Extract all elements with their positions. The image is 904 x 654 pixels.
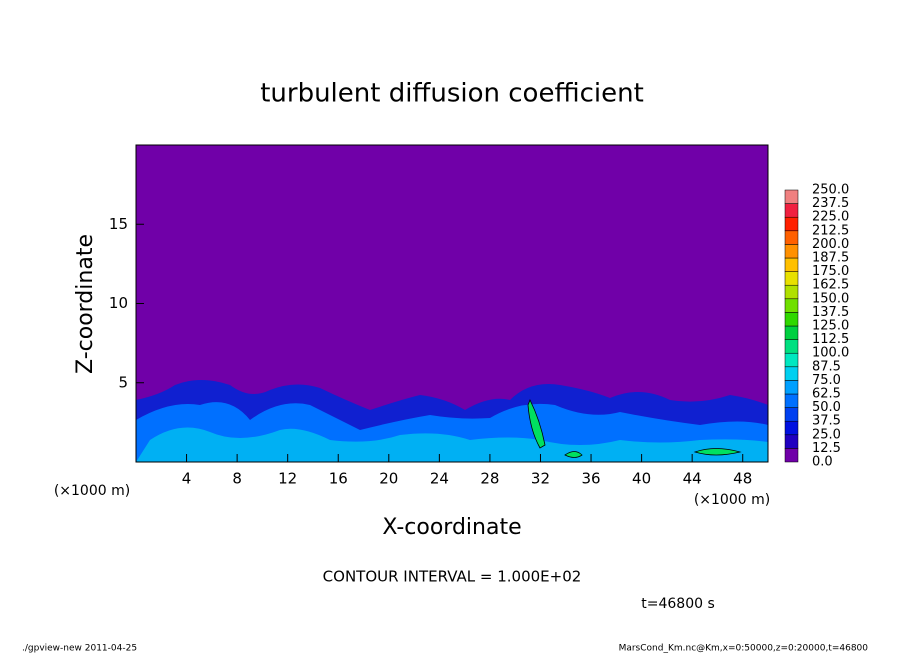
colorbar-label: 175.0: [812, 264, 849, 279]
colorbar-band: [784, 380, 799, 395]
x-tick-label: 44: [683, 470, 702, 488]
colorbar-label: 112.5: [812, 332, 849, 347]
colorbar-label: 237.5: [812, 196, 849, 211]
colorbar-band: [784, 393, 799, 408]
field-texture: [136, 380, 768, 462]
x-unit: (×1000 m): [694, 492, 770, 508]
footer-left: ./gpview-new 2011-04-25: [22, 644, 137, 654]
colorbar-band: [784, 312, 799, 327]
y-tick-label: 15: [109, 215, 128, 233]
footer-right: MarsCond_Km.nc@Km,x=0:50000,z=0:20000,t=…: [619, 644, 869, 654]
colorbar-label: 75.0: [812, 373, 841, 388]
y-unit: (×1000 m): [54, 483, 130, 499]
x-axis-label: X-coordinate: [382, 515, 521, 540]
x-tick-label: 32: [531, 470, 550, 488]
x-tick-label: 28: [480, 470, 499, 488]
x-tick-label: 20: [379, 470, 398, 488]
time-label: t=46800 s: [641, 596, 715, 612]
colorbar-band: [784, 448, 799, 463]
colorbar-band: [784, 189, 799, 204]
x-tick-label: 16: [329, 470, 348, 488]
colorbar-band: [784, 244, 799, 259]
x-tick-label: 4: [182, 470, 192, 488]
x-tick-label: 40: [632, 470, 651, 488]
colorbar-label: 137.5: [812, 305, 849, 320]
colorbar-band: [784, 284, 799, 300]
x-tick-label: 24: [430, 470, 449, 488]
colorbar-label: 125.0: [812, 319, 849, 334]
colorbar-band: [784, 216, 799, 232]
colorbar-label: 212.5: [812, 223, 849, 238]
colorbar-band: [784, 203, 799, 218]
colorbar-label: 225.0: [812, 210, 849, 225]
colorbar-band: [784, 339, 799, 354]
colorbar-label: 200.0: [812, 237, 849, 252]
colorbar-label: 50.0: [812, 400, 841, 415]
x-tick-label: 8: [232, 470, 242, 488]
colorbar-label: 62.5: [812, 387, 841, 402]
colorbar-label: 187.5: [812, 251, 849, 266]
colorbar-label: 150.0: [812, 291, 849, 306]
colorbar-label: 250.0: [812, 183, 849, 198]
colorbar-label: 25.0: [812, 427, 841, 442]
y-tick-label: 5: [118, 373, 128, 391]
colorbar-label: 12.5: [812, 441, 841, 456]
colorbar-band: [784, 230, 799, 245]
colorbar-band: [784, 271, 799, 286]
colorbar-label: 0.0: [812, 455, 833, 470]
colorbar-band: [784, 434, 799, 449]
chart-title: turbulent diffusion coefficient: [260, 79, 644, 109]
x-tick-label: 12: [278, 470, 297, 488]
colorbar-band: [784, 366, 799, 381]
x-tick-label: 36: [581, 470, 600, 488]
colorbar-label: 162.5: [812, 278, 849, 293]
colorbar-label: 37.5: [812, 414, 841, 429]
contour-interval: CONTOUR INTERVAL = 1.000E+02: [323, 568, 582, 586]
x-tick-label: 48: [733, 470, 752, 488]
colorbar-band: [784, 420, 799, 436]
colorbar-label: 87.5: [812, 359, 841, 374]
colorbar-band: [784, 407, 799, 422]
colorbar-band: [784, 257, 799, 272]
colorbar-label: 100.0: [812, 346, 849, 361]
y-tick-label: 10: [109, 294, 128, 312]
colorbar-band: [784, 325, 799, 340]
colorbar-band: [784, 352, 799, 368]
y-axis-label: Z-coordinate: [73, 234, 98, 374]
colorbar-band: [784, 298, 799, 313]
